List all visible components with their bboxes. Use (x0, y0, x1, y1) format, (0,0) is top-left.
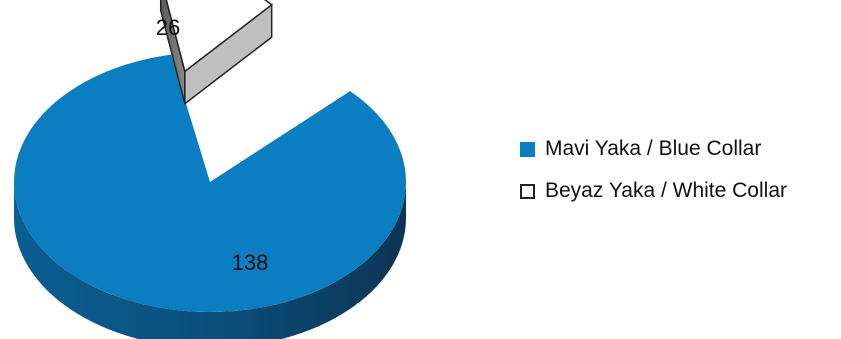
legend-item-white-collar: Beyaz Yaka / White Collar (520, 170, 787, 212)
legend-swatch-white-collar (520, 183, 535, 199)
legend-item-blue-collar: Mavi Yaka / Blue Collar (520, 128, 787, 170)
legend-label-blue-collar: Mavi Yaka / Blue Collar (545, 137, 762, 160)
legend: Mavi Yaka / Blue Collar Beyaz Yaka / Whi… (520, 128, 787, 212)
pie-slice-white-collar (165, 0, 273, 73)
data-label-white-collar: 26 (156, 15, 180, 40)
pie-slice-blue-collar-side (14, 182, 406, 339)
pie-slice-blue-collar (13, 54, 406, 313)
legend-swatch-blue-collar (520, 141, 535, 157)
data-label-blue-collar: 138 (232, 250, 269, 275)
legend-label-white-collar: Beyaz Yaka / White Collar (545, 179, 787, 202)
